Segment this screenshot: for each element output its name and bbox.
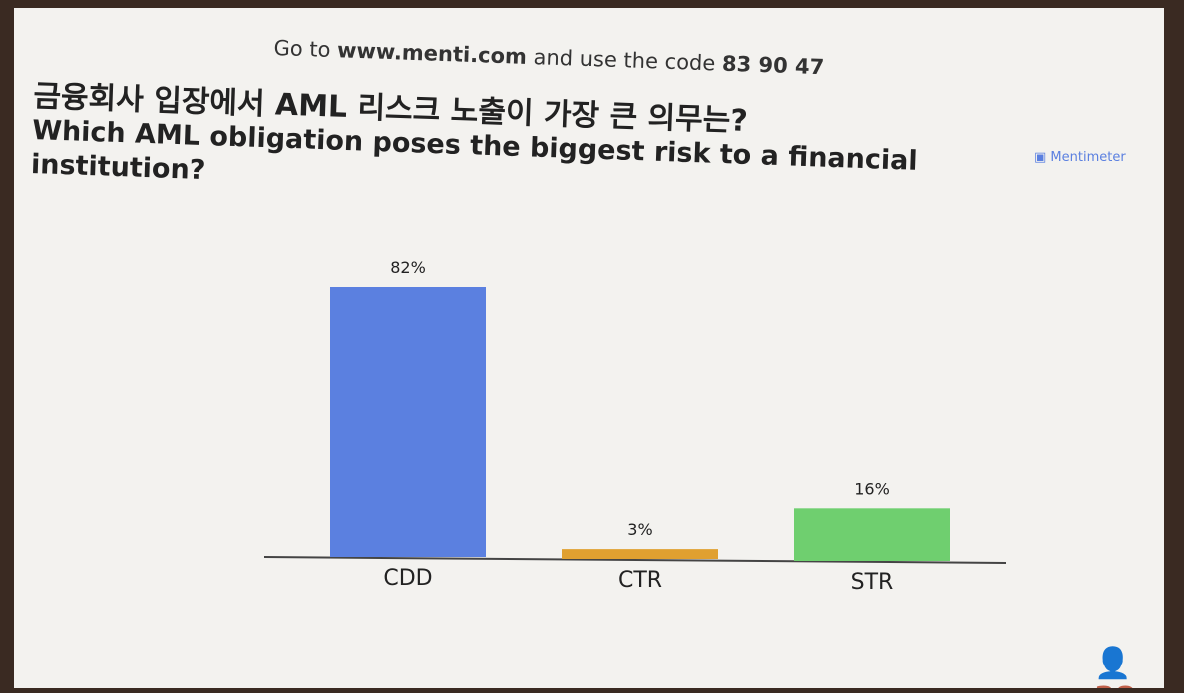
value-label: 3%: [627, 520, 652, 539]
bar: [330, 287, 486, 557]
value-label: 16%: [854, 479, 890, 498]
value-label: 82%: [390, 258, 426, 277]
x-tick-label: CDD: [383, 566, 432, 591]
page: Go to www.menti.com and use the code 83 …: [0, 0, 1184, 693]
bar: [794, 508, 950, 561]
x-tick-label: STR: [851, 570, 894, 595]
x-tick-label: CTR: [618, 568, 662, 593]
chart: 82% CDD 3% CTR 16% STR: [14, 8, 1164, 688]
slide: Go to www.menti.com and use the code 83 …: [14, 8, 1164, 688]
bar: [562, 549, 718, 559]
